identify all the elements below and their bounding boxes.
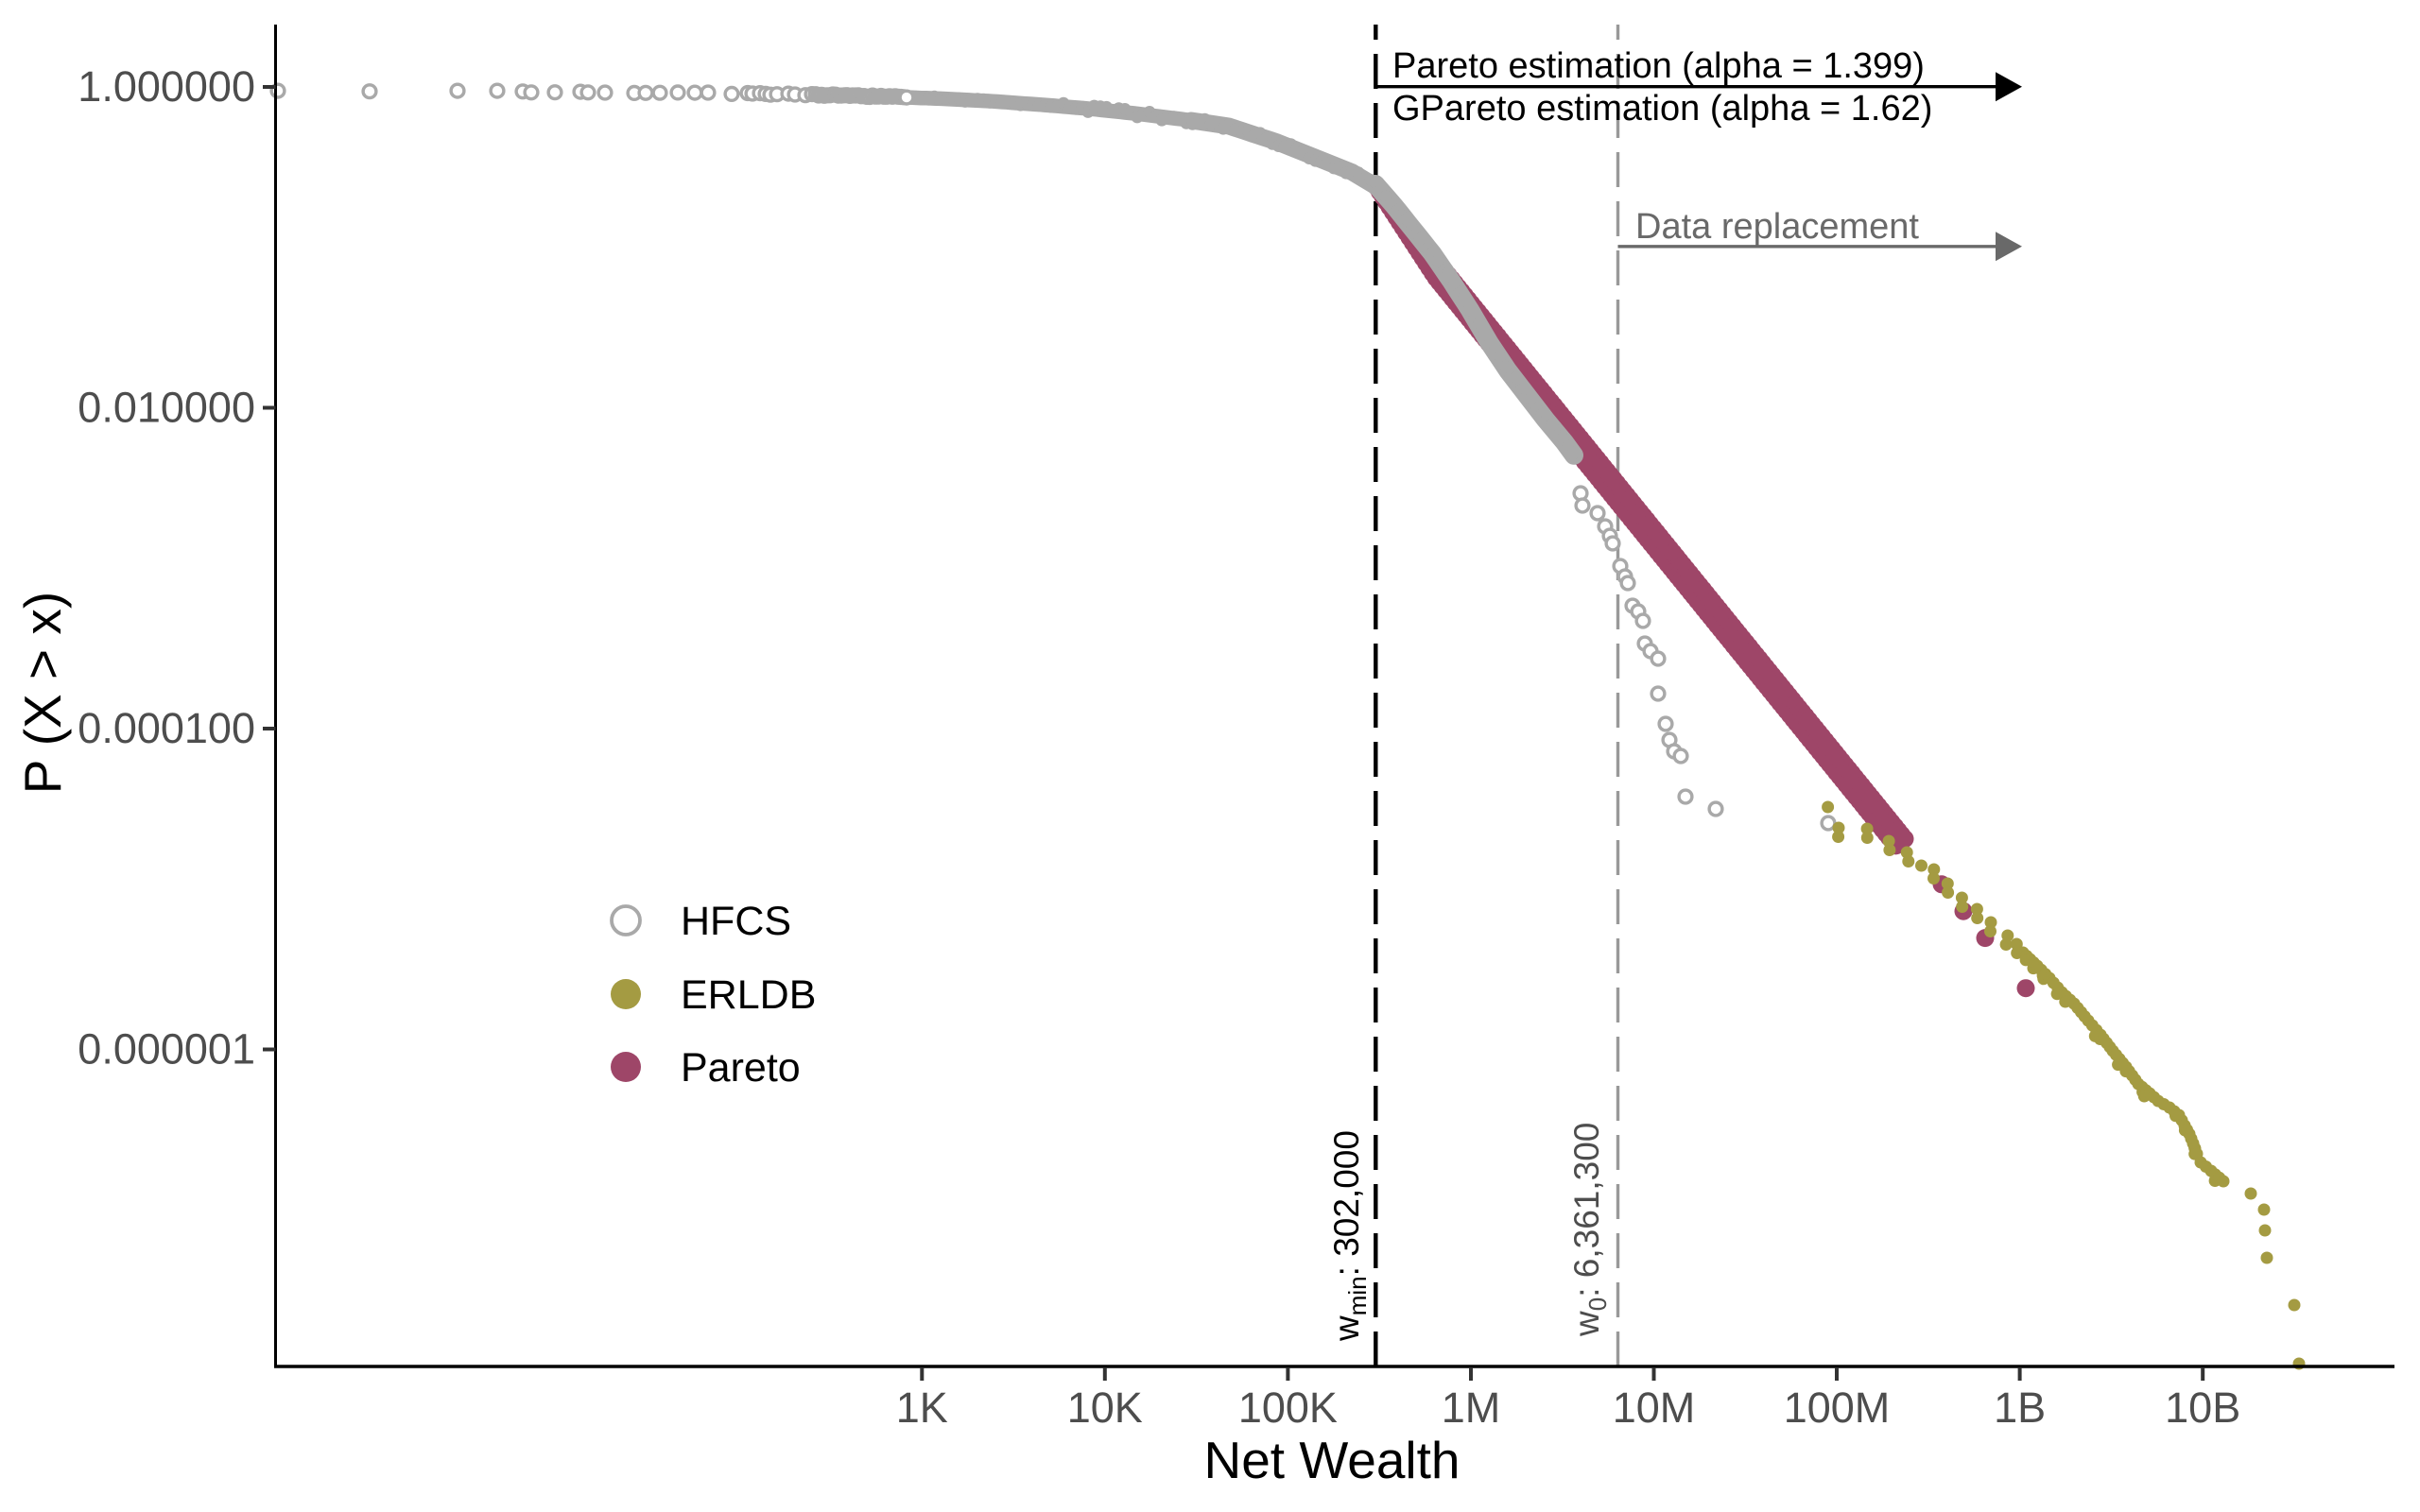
- svg-text:10B: 10B: [2165, 1383, 2240, 1432]
- svg-text:GPareto estimation (alpha = 1.: GPareto estimation (alpha = 1.62): [1392, 89, 1932, 129]
- svg-text:P (X > x): P (X > x): [13, 592, 72, 794]
- svg-text:Pareto estimation (alpha = 1.3: Pareto estimation (alpha = 1.399): [1392, 46, 1925, 86]
- svg-text:Net Wealth: Net Wealth: [1203, 1431, 1460, 1489]
- svg-text:100M: 100M: [1784, 1383, 1891, 1432]
- svg-text:100K: 100K: [1238, 1383, 1338, 1432]
- svg-text:0.010000: 0.010000: [78, 384, 255, 432]
- svg-text:0.000001: 0.000001: [78, 1025, 255, 1074]
- svg-text:0.000100: 0.000100: [78, 704, 255, 752]
- svg-text:1M: 1M: [1442, 1383, 1501, 1432]
- svg-text:1.000000: 1.000000: [78, 62, 255, 111]
- svg-text:Data replacement: Data replacement: [1635, 207, 1919, 247]
- svg-text:1B: 1B: [1994, 1383, 2046, 1432]
- svg-text:Pareto: Pareto: [681, 1045, 801, 1091]
- svg-text:HFCS: HFCS: [681, 899, 791, 944]
- svg-text:ERLDB: ERLDB: [681, 972, 816, 1018]
- svg-text:10M: 10M: [1613, 1383, 1696, 1432]
- svg-text:1K: 1K: [896, 1383, 948, 1432]
- svg-text:10K: 10K: [1067, 1383, 1143, 1432]
